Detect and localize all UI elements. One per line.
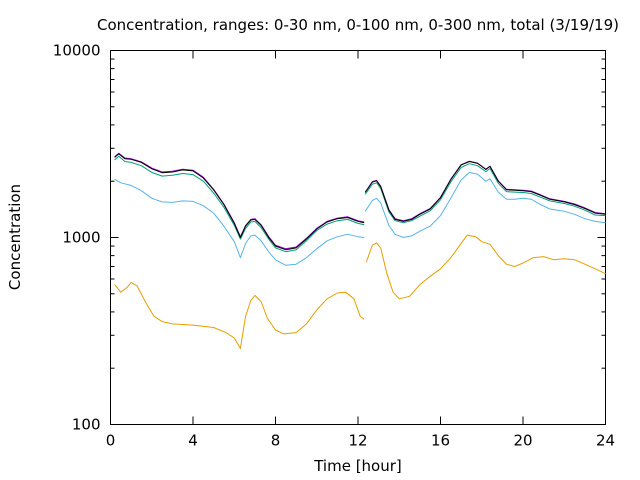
x-tick-label: 0 (106, 432, 116, 450)
y-tick-label: 10000 (53, 42, 101, 60)
x-tick-label: 24 (596, 432, 615, 450)
series-4-line (364, 160, 606, 222)
series-3-line (364, 163, 606, 224)
series-2-line (114, 178, 365, 266)
x-axis-label: Time [hour] (313, 457, 402, 475)
x-tick-label: 4 (188, 432, 198, 450)
y-major-ticks: 100 1000 10000 (53, 42, 606, 434)
plot-area-border (110, 50, 606, 425)
series-group (114, 152, 606, 349)
series-1-line (365, 234, 606, 300)
x-tick-label: 20 (513, 432, 532, 450)
y-tick-label: 100 (72, 416, 101, 434)
x-tick-label: 12 (348, 432, 367, 450)
series-5-line (114, 153, 365, 251)
series-3-line (114, 155, 365, 253)
series-1-line (114, 281, 365, 349)
x-tick-label: 8 (271, 432, 281, 450)
y-minor-ticks (110, 58, 606, 369)
y-axis-label: Concentration (6, 184, 24, 290)
x-ticks: 0 4 8 12 16 20 24 (106, 50, 615, 450)
series-2-line (364, 171, 606, 238)
series-5-line (364, 161, 606, 222)
x-tick-label: 16 (431, 432, 450, 450)
chart-title: Concentration, ranges: 0-30 nm, 0-100 nm… (97, 16, 619, 34)
y-tick-label: 1000 (62, 229, 100, 247)
